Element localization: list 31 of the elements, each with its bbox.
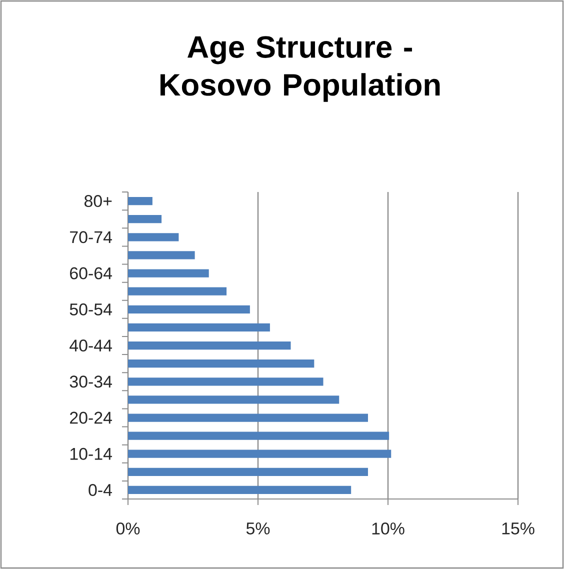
bar (128, 233, 179, 242)
y-tick-label: 0-4 (88, 484, 112, 496)
bar (128, 396, 340, 404)
bar (128, 378, 324, 386)
bar (128, 414, 368, 422)
bar (128, 450, 392, 458)
bar (128, 251, 195, 260)
bar (128, 486, 352, 494)
bar (128, 341, 291, 350)
y-tick-label: 20-24 (70, 412, 112, 424)
y-tick-label: 10-14 (70, 448, 112, 460)
x-tick-label: 0% (116, 522, 140, 535)
y-tick-label: 60-64 (70, 267, 112, 280)
x-tick-label: 10% (372, 522, 404, 535)
bar (128, 196, 152, 206)
y-tick-label: 80+ (84, 195, 112, 208)
y-tick-label: 70-74 (70, 231, 112, 244)
bar (128, 468, 368, 476)
chart-title: Age Structure - Kosovo Population (160, 36, 440, 102)
y-tick-label: 40-44 (70, 340, 112, 352)
bar (128, 215, 162, 224)
y-tick-label: 30-34 (70, 376, 112, 388)
bar (128, 323, 270, 332)
bar (128, 360, 314, 368)
bar (128, 269, 209, 278)
bar (128, 287, 227, 296)
bar (128, 432, 390, 440)
y-tick-label: 50-54 (70, 303, 112, 316)
x-tick-label: 5% (246, 522, 270, 534)
bar (128, 305, 250, 314)
x-tick-label: 15% (502, 522, 534, 534)
